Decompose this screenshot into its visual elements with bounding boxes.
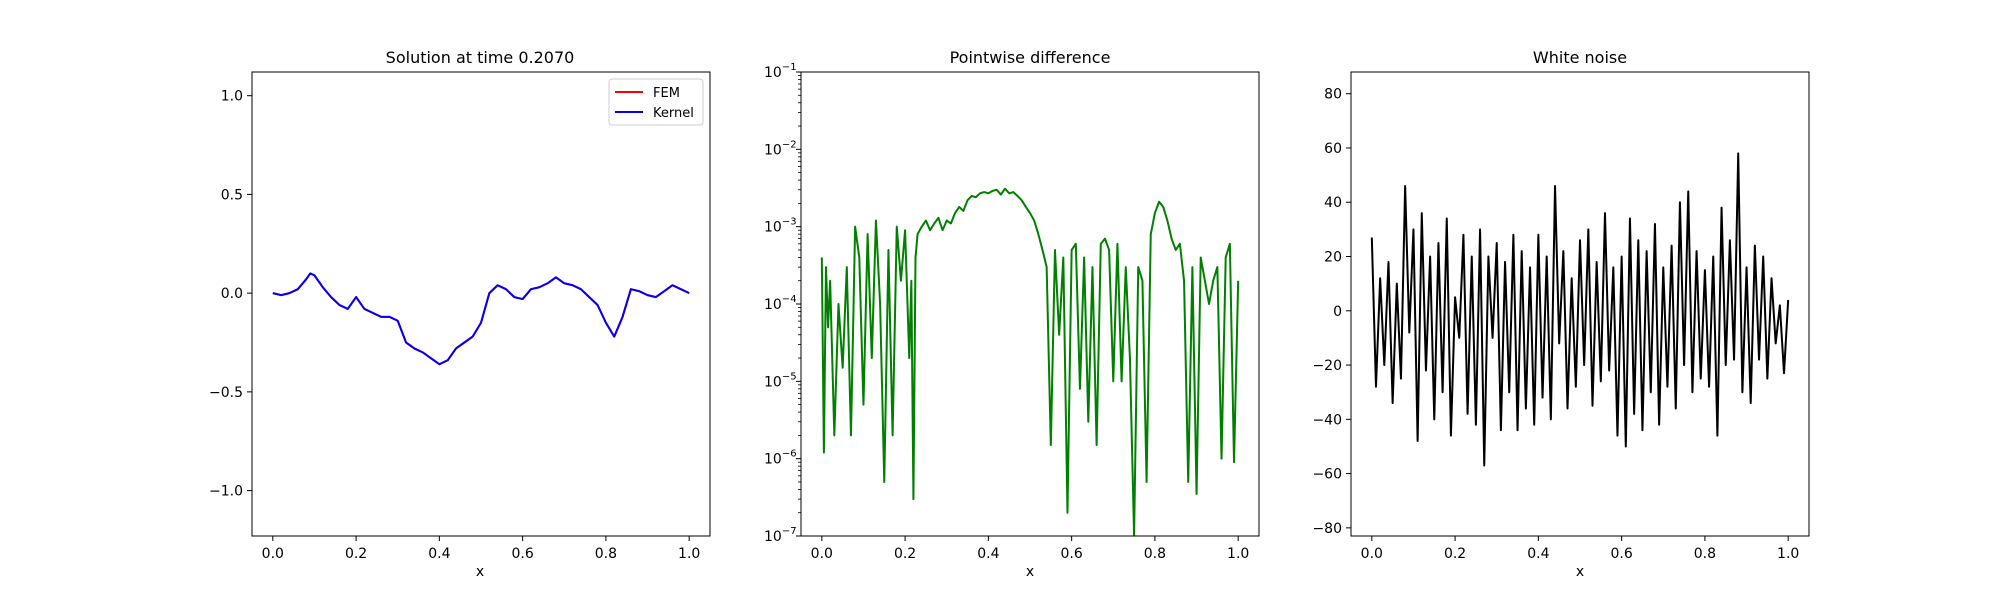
y-tick-label: −20 [1312,358,1342,374]
x-tick-label: 0.4 [977,546,999,562]
y-tick-label: 60 [1324,141,1342,157]
x-tick-label: 0.6 [1611,546,1633,562]
y-tick-exponent: −6 [782,449,797,460]
chart-title: White noise [1533,48,1627,67]
series-line [1370,152,1790,467]
y-tick-exponent: −3 [782,217,797,228]
x-tick-label: 0.0 [262,546,284,562]
panel-white-noise: White noise 0.0 0.2 0.4 0.6 0.8 1.0 −80 −60 −40 −… [1312,48,1810,580]
axes-frame [1350,71,1810,537]
axes-frame [251,71,711,537]
x-tick-label: 0.2 [1444,546,1466,562]
y-tick-label: 1.0 [221,89,243,105]
y-tick-label: −40 [1312,412,1342,428]
x-tick-label: 0.2 [345,546,367,562]
x-tick-label: 0.0 [811,546,833,562]
x-tick-label: 1.0 [1227,546,1249,562]
series-line [820,187,1240,536]
x-tick-label: 0.6 [512,546,534,562]
y-tick-exponent: −5 [782,371,797,382]
y-tick-label: 0.0 [221,286,243,302]
x-tick-label: 0.6 [1061,546,1083,562]
y-tick-label: −80 [1312,521,1342,537]
y-tick-label: 0 [1333,304,1342,320]
y-tick-label: −60 [1312,467,1342,483]
y-tick-label: −0.5 [209,385,243,401]
chart-title: Solution at time 0.2070 [386,48,575,67]
y-tick-exponent: −7 [782,526,797,537]
x-tick-label: 0.8 [1694,546,1716,562]
legend-frame [608,78,704,126]
y-tick-label: 20 [1324,250,1342,266]
y-tick-label: −1.0 [209,484,243,500]
x-tick-label: 1.0 [1777,546,1799,562]
y-tick-label: 40 [1324,195,1342,211]
x-tick-label: 1.0 [678,546,700,562]
legend-label-kernel: Kernel [653,106,694,121]
panel-solution: Solution at time 0.2070 0.0 0.2 0.4 0.6 0.8 1… [209,48,711,580]
chart-title: Pointwise difference [950,48,1111,67]
series-line-kernel [272,272,690,366]
y-tick-label: 80 [1324,87,1342,103]
plot-area: 0.0 0.2 0.4 0.6 0.8 1.0 −1.0 −0.5 0.0 0.5 1.0 [209,71,711,562]
x-axis-label: x [1026,564,1034,580]
legend-label-fem: FEM [653,86,680,101]
x-tick-label: 0.8 [1144,546,1166,562]
x-tick-label: 0.2 [894,546,916,562]
x-axis-label: x [1576,564,1584,580]
legend: FEM Kernel [608,78,704,126]
y-tick-exponent: −1 [782,62,797,73]
x-tick-label: 0.8 [595,546,617,562]
x-tick-label: 0.4 [428,546,450,562]
x-tick-label: 0.4 [1527,546,1549,562]
x-tick-label: 0.0 [1361,546,1383,562]
x-axis-label: x [476,564,484,580]
plot-area: 0.0 0.2 0.4 0.6 0.8 1.0 −80 −60 −40 −20 0 20 40 60 80 [1312,71,1810,562]
y-tick-exponent: −4 [782,294,797,305]
y-tick-exponent: −2 [782,139,797,150]
y-tick-label: 0.5 [221,187,243,203]
